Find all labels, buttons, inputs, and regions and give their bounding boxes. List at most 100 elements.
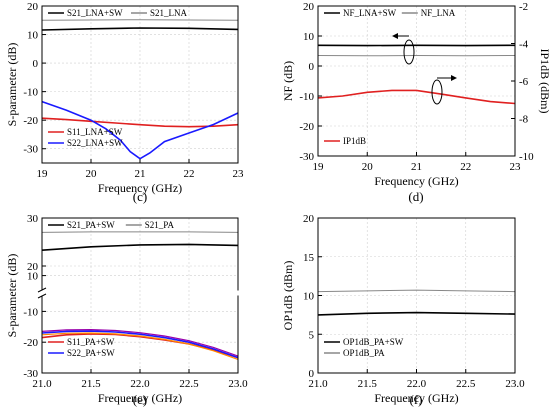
x-axis-label: Frequency (GHz) <box>98 391 182 405</box>
x-tick-label: 22 <box>460 161 471 173</box>
series-line-S22_LNA+SW <box>41 100 239 160</box>
x-tick-label: 23 <box>510 161 522 173</box>
y-tick-label: 5 <box>309 329 315 341</box>
series-line-S21_LNA+SW <box>41 27 239 31</box>
axis-break-gap <box>234 290 243 296</box>
x-tick-label: 19 <box>313 161 325 173</box>
axis-indicators <box>392 33 457 105</box>
x-tick-label: 22 <box>184 168 195 180</box>
x-tick-label: 21.0 <box>32 378 52 390</box>
y-tick-label: 10 <box>303 31 315 43</box>
legend-label: S21_LNA <box>150 8 188 18</box>
y-tick-label-right: -8 <box>519 114 529 126</box>
y-axis-label: S-parameter (dB) <box>5 254 19 338</box>
y-tick-label: 10 <box>303 291 315 303</box>
x-axis-label: Frequency (GHz) <box>98 181 182 195</box>
y-tick-label: -20 <box>23 337 38 349</box>
legend-label: S11_PA+SW <box>67 337 115 347</box>
legend-label: S21_PA <box>145 220 175 230</box>
panel-caption: (f) <box>410 392 423 407</box>
y-axis-label: S-parameter (dB) <box>5 43 19 127</box>
x-tick-label: 21.5 <box>81 378 101 390</box>
right-arrow-head-icon <box>451 75 457 81</box>
legend-label: NF_LNA <box>421 8 456 18</box>
panel-caption: (e) <box>133 392 147 407</box>
y-tick-label: 20 <box>303 1 315 13</box>
series-line-IP1dB <box>317 89 516 105</box>
legend-label: OP1dB_PA <box>343 348 385 358</box>
legend-label: S22_LNA+SW <box>67 138 123 148</box>
series-line-S21_LNA <box>41 19 239 21</box>
y-tick-label: 20 <box>27 261 39 273</box>
x-axis-label: Frequency (GHz) <box>374 174 458 188</box>
x-tick-label: 20 <box>362 161 374 173</box>
y-tick-label: 15 <box>303 252 315 264</box>
y-tick-label: 20 <box>27 1 39 13</box>
series-line-S21_PA+SW <box>41 243 239 251</box>
y-tick-label: -30 <box>23 368 38 380</box>
legend-label: S21_LNA+SW <box>67 8 123 18</box>
overlay-line <box>41 332 239 360</box>
y-tick-label-right: -2 <box>519 1 528 13</box>
y-tick-label: 0 <box>33 58 39 70</box>
legend-label: NF_LNA+SW <box>343 8 397 18</box>
x-tick-label: 19 <box>37 168 49 180</box>
axis-break-mark <box>37 293 47 299</box>
y-tick-label: 30 <box>27 213 39 225</box>
series-line-OP1dB_PA <box>317 289 516 293</box>
legend-label: IP1dB <box>343 136 366 146</box>
series-line-S21_PA <box>41 231 239 233</box>
y-tick-label: 0 <box>309 368 315 380</box>
x-tick-label: 21.5 <box>358 378 378 390</box>
plot-frame <box>317 5 516 157</box>
legend-label: S21_PA+SW <box>67 220 115 230</box>
left-arrow-head-icon <box>392 33 398 39</box>
x-tick-label: 21 <box>135 168 146 180</box>
panel-caption: (d) <box>408 189 423 204</box>
indicator-ellipse <box>403 39 415 65</box>
x-tick-label: 22.0 <box>407 378 427 390</box>
indicator-ellipse <box>431 79 443 105</box>
series-line-S11_LNA+SW <box>41 117 239 128</box>
axis-break-gap <box>38 290 47 296</box>
y-tick-label: -10 <box>23 306 38 318</box>
panel-f: 21.0 21.5 22.0 22.5 23.0 20 15 10 5 0 Frequency (G… <box>281 213 525 407</box>
panel-c: 19 20 21 22 23 20 10 0 -10 -20 -30 Frequency (GHz) S… <box>5 1 244 204</box>
y-tick-label: -10 <box>299 91 314 103</box>
x-tick-label: 22.5 <box>179 378 199 390</box>
y-axis-label: OP1dB (dBm) <box>281 261 295 331</box>
y-axis-label: NF (dB) <box>281 61 295 101</box>
legend-label: S11_LNA+SW <box>67 127 123 137</box>
y-tick-label-right: -6 <box>519 76 529 88</box>
legend-label: S22_PA+SW <box>67 348 115 358</box>
y-tick-label: 20 <box>303 213 315 225</box>
series-line-S22_PA+SW <box>41 330 239 359</box>
axis-break-mark <box>37 287 47 293</box>
y-tick-label: -30 <box>23 144 38 156</box>
x-tick-label: 21 <box>411 161 422 173</box>
legend-label: OP1dB_PA+SW <box>343 337 404 347</box>
y-tick-label: 10 <box>27 30 39 42</box>
y-tick-label: -20 <box>23 115 38 127</box>
y-tick-label-right: -10 <box>519 151 534 163</box>
y-tick-label: -30 <box>299 151 314 163</box>
y-tick-label: 10 <box>27 271 39 283</box>
x-tick-label: 22.5 <box>456 378 476 390</box>
x-tick-label: 23 <box>233 168 245 180</box>
panel-caption: (c) <box>133 189 147 204</box>
y-axis-label-right: IP1dB (dBm) <box>538 48 550 113</box>
y-tick-label: -10 <box>23 87 38 99</box>
series-line-OP1dB_PA+SW <box>317 311 516 316</box>
x-tick-label: 23.0 <box>505 378 525 390</box>
x-axis-label: Frequency (GHz) <box>374 391 458 405</box>
overlay-line <box>41 328 239 357</box>
x-tick-label: 22.0 <box>130 378 150 390</box>
x-tick-label: 21.0 <box>308 378 328 390</box>
y-tick-label: -20 <box>299 121 314 133</box>
y-tick-label: 0 <box>309 61 315 73</box>
panel-d: 19 20 21 22 23 20 10 0 -10 -20 -30 -2 -4 -6 -8 -10 Frequ… <box>281 1 550 204</box>
y-tick-label-right: -4 <box>519 39 529 51</box>
x-tick-label: 20 <box>86 168 98 180</box>
